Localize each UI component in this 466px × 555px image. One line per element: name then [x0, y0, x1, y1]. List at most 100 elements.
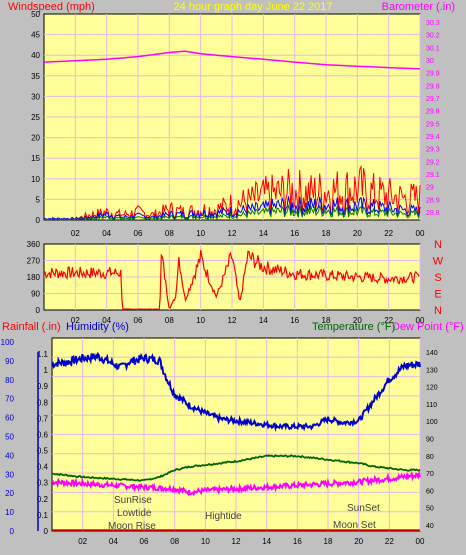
- direction-x-tick: 14: [259, 316, 268, 325]
- rainfall-tick: 0.9: [37, 382, 49, 391]
- direction-x-tick: 20: [353, 316, 362, 325]
- direction-tick-labels: 360 270 180 90 0: [27, 240, 41, 315]
- compass-label: S: [434, 272, 441, 284]
- humidity-tick: 40: [5, 451, 14, 460]
- temperature-x-tick: 16: [293, 537, 302, 546]
- windspeed-axis-label: Windspeed (mph): [8, 1, 95, 13]
- humidity-line: [51, 351, 421, 432]
- windspeed-tick: 30: [31, 92, 40, 101]
- barometer-tick: 28.8: [426, 210, 440, 217]
- wind-x-tick: 08: [165, 229, 174, 238]
- temperature-tick: 130: [426, 367, 438, 374]
- annotation-moonset: Moon Set: [333, 520, 376, 531]
- temperature-x-tick-labels: 02 04 06 08 10 12 14 16 18 20 22 00: [78, 537, 425, 546]
- temperature-x-tick: 14: [262, 537, 271, 546]
- direction-tick: 360: [27, 240, 41, 249]
- rainfall-axis-label: Rainfall (.in): [2, 321, 61, 333]
- direction-x-tick: 06: [134, 316, 143, 325]
- wind-x-tick: 04: [102, 229, 111, 238]
- annotation-lowtide: Lowtide: [117, 508, 152, 519]
- humidity-tick: 20: [5, 489, 14, 498]
- wind-x-tick: 16: [290, 229, 299, 238]
- temperature-x-tick: 00: [416, 537, 425, 546]
- barometer-line: [43, 50, 421, 70]
- temperature-tick: 120: [426, 385, 438, 392]
- barometer-tick: 30.2: [426, 33, 440, 40]
- barometer-tick: 30.3: [426, 20, 440, 27]
- temperature-x-tick: 06: [140, 537, 149, 546]
- humidity-tick: 0: [10, 527, 15, 536]
- dewpoint-axis-label: Dew Point (°F): [392, 321, 464, 333]
- wind-x-tick: 06: [134, 229, 143, 238]
- temperature-x-tick: 22: [385, 537, 394, 546]
- rainfall-tick: 0.5: [37, 447, 49, 456]
- direction-x-tick: 22: [384, 316, 393, 325]
- windspeed-tick: 25: [31, 113, 40, 122]
- direction-x-tick: 04: [102, 316, 111, 325]
- barometer-tick: 29.7: [426, 96, 440, 103]
- annotation-moonrise: Moon Rise: [108, 521, 156, 532]
- rainfall-tick: 0.4: [37, 463, 49, 472]
- temperature-x-tick: 02: [78, 537, 87, 546]
- barometer-tick: 29.8: [426, 83, 440, 90]
- humidity-tick: 10: [5, 508, 14, 517]
- windspeed-tick: 15: [31, 154, 40, 163]
- chart-title: 24 hour graph day June 22 2017: [173, 1, 332, 13]
- windspeed-tick: 50: [31, 10, 40, 19]
- windspeed-tick: 10: [31, 175, 40, 184]
- compass-label: E: [434, 289, 441, 301]
- temperature-tick: 90: [426, 437, 434, 444]
- rainfall-tick: 0.7: [37, 414, 49, 423]
- direction-series: [43, 250, 420, 310]
- temperature-x-tick: 10: [201, 537, 210, 546]
- barometer-tick: 30: [426, 58, 434, 65]
- wind-x-tick-labels: 02 04 06 08 10 12 14 16 18 20 22 00: [71, 229, 425, 238]
- barometer-tick: 29.9: [426, 71, 440, 78]
- barometer-tick: 29.5: [426, 121, 440, 128]
- windspeed-tick: 45: [31, 31, 40, 40]
- direction-x-tick-labels: 02 04 06 08 10 12 14 16 18 20 22 00: [71, 316, 425, 325]
- wind-x-tick: 18: [322, 229, 331, 238]
- temperature-gridlines: [52, 338, 421, 531]
- temperature-tick: 60: [426, 488, 434, 495]
- wind-x-tick: 00: [416, 229, 425, 238]
- temperature-tick-labels: 140 130 120 110 100 90 80 70 60 50 40: [426, 350, 438, 530]
- wind-x-tick: 22: [384, 229, 393, 238]
- temperature-x-tick: 20: [354, 537, 363, 546]
- rainfall-tick: 1: [44, 366, 49, 375]
- direction-tick: 180: [27, 273, 41, 282]
- barometer-tick: 29.4: [426, 134, 440, 141]
- barometer-tick: 29.1: [426, 172, 440, 179]
- barometer-axis-label: Barometer (.in): [382, 1, 455, 13]
- dewpoint-line: [51, 470, 421, 497]
- barometer-tick: 29.3: [426, 147, 440, 154]
- barometer-tick-labels: 30.3 30.2 30.1 30 29.9 29.8 29.7 29.6 29.5 29.4 29…: [426, 20, 440, 217]
- rainfall-tick: 0.3: [37, 479, 49, 488]
- wind-x-tick: 02: [71, 229, 80, 238]
- humidity-tick: 90: [5, 357, 14, 366]
- windspeed-tick: 0: [36, 216, 41, 225]
- temperature-tick: 50: [426, 506, 434, 513]
- direction-tick: 270: [27, 257, 41, 266]
- rainfall-tick: 0.2: [37, 495, 49, 504]
- rainfall-tick: 0: [44, 527, 49, 536]
- direction-x-tick: 12: [228, 316, 237, 325]
- direction-x-tick: 18: [322, 316, 331, 325]
- rainfall-tick: 1.1: [37, 350, 49, 359]
- temperature-tick: 100: [426, 419, 438, 426]
- compass-label: W: [433, 256, 444, 268]
- direction-x-tick: 16: [290, 316, 299, 325]
- windspeed-tick: 40: [31, 51, 40, 60]
- direction-tick: 90: [31, 290, 40, 299]
- barometer-tick: 29: [426, 185, 434, 192]
- wind-series: [43, 50, 421, 221]
- humidity-tick: 100: [1, 338, 15, 347]
- compass-label: N: [434, 239, 442, 251]
- annotation-sunrise: SunRise: [114, 495, 152, 506]
- rainfall-tick: 0.1: [37, 511, 49, 520]
- wind-x-tick: 14: [259, 229, 268, 238]
- windspeed-tick: 35: [31, 72, 40, 81]
